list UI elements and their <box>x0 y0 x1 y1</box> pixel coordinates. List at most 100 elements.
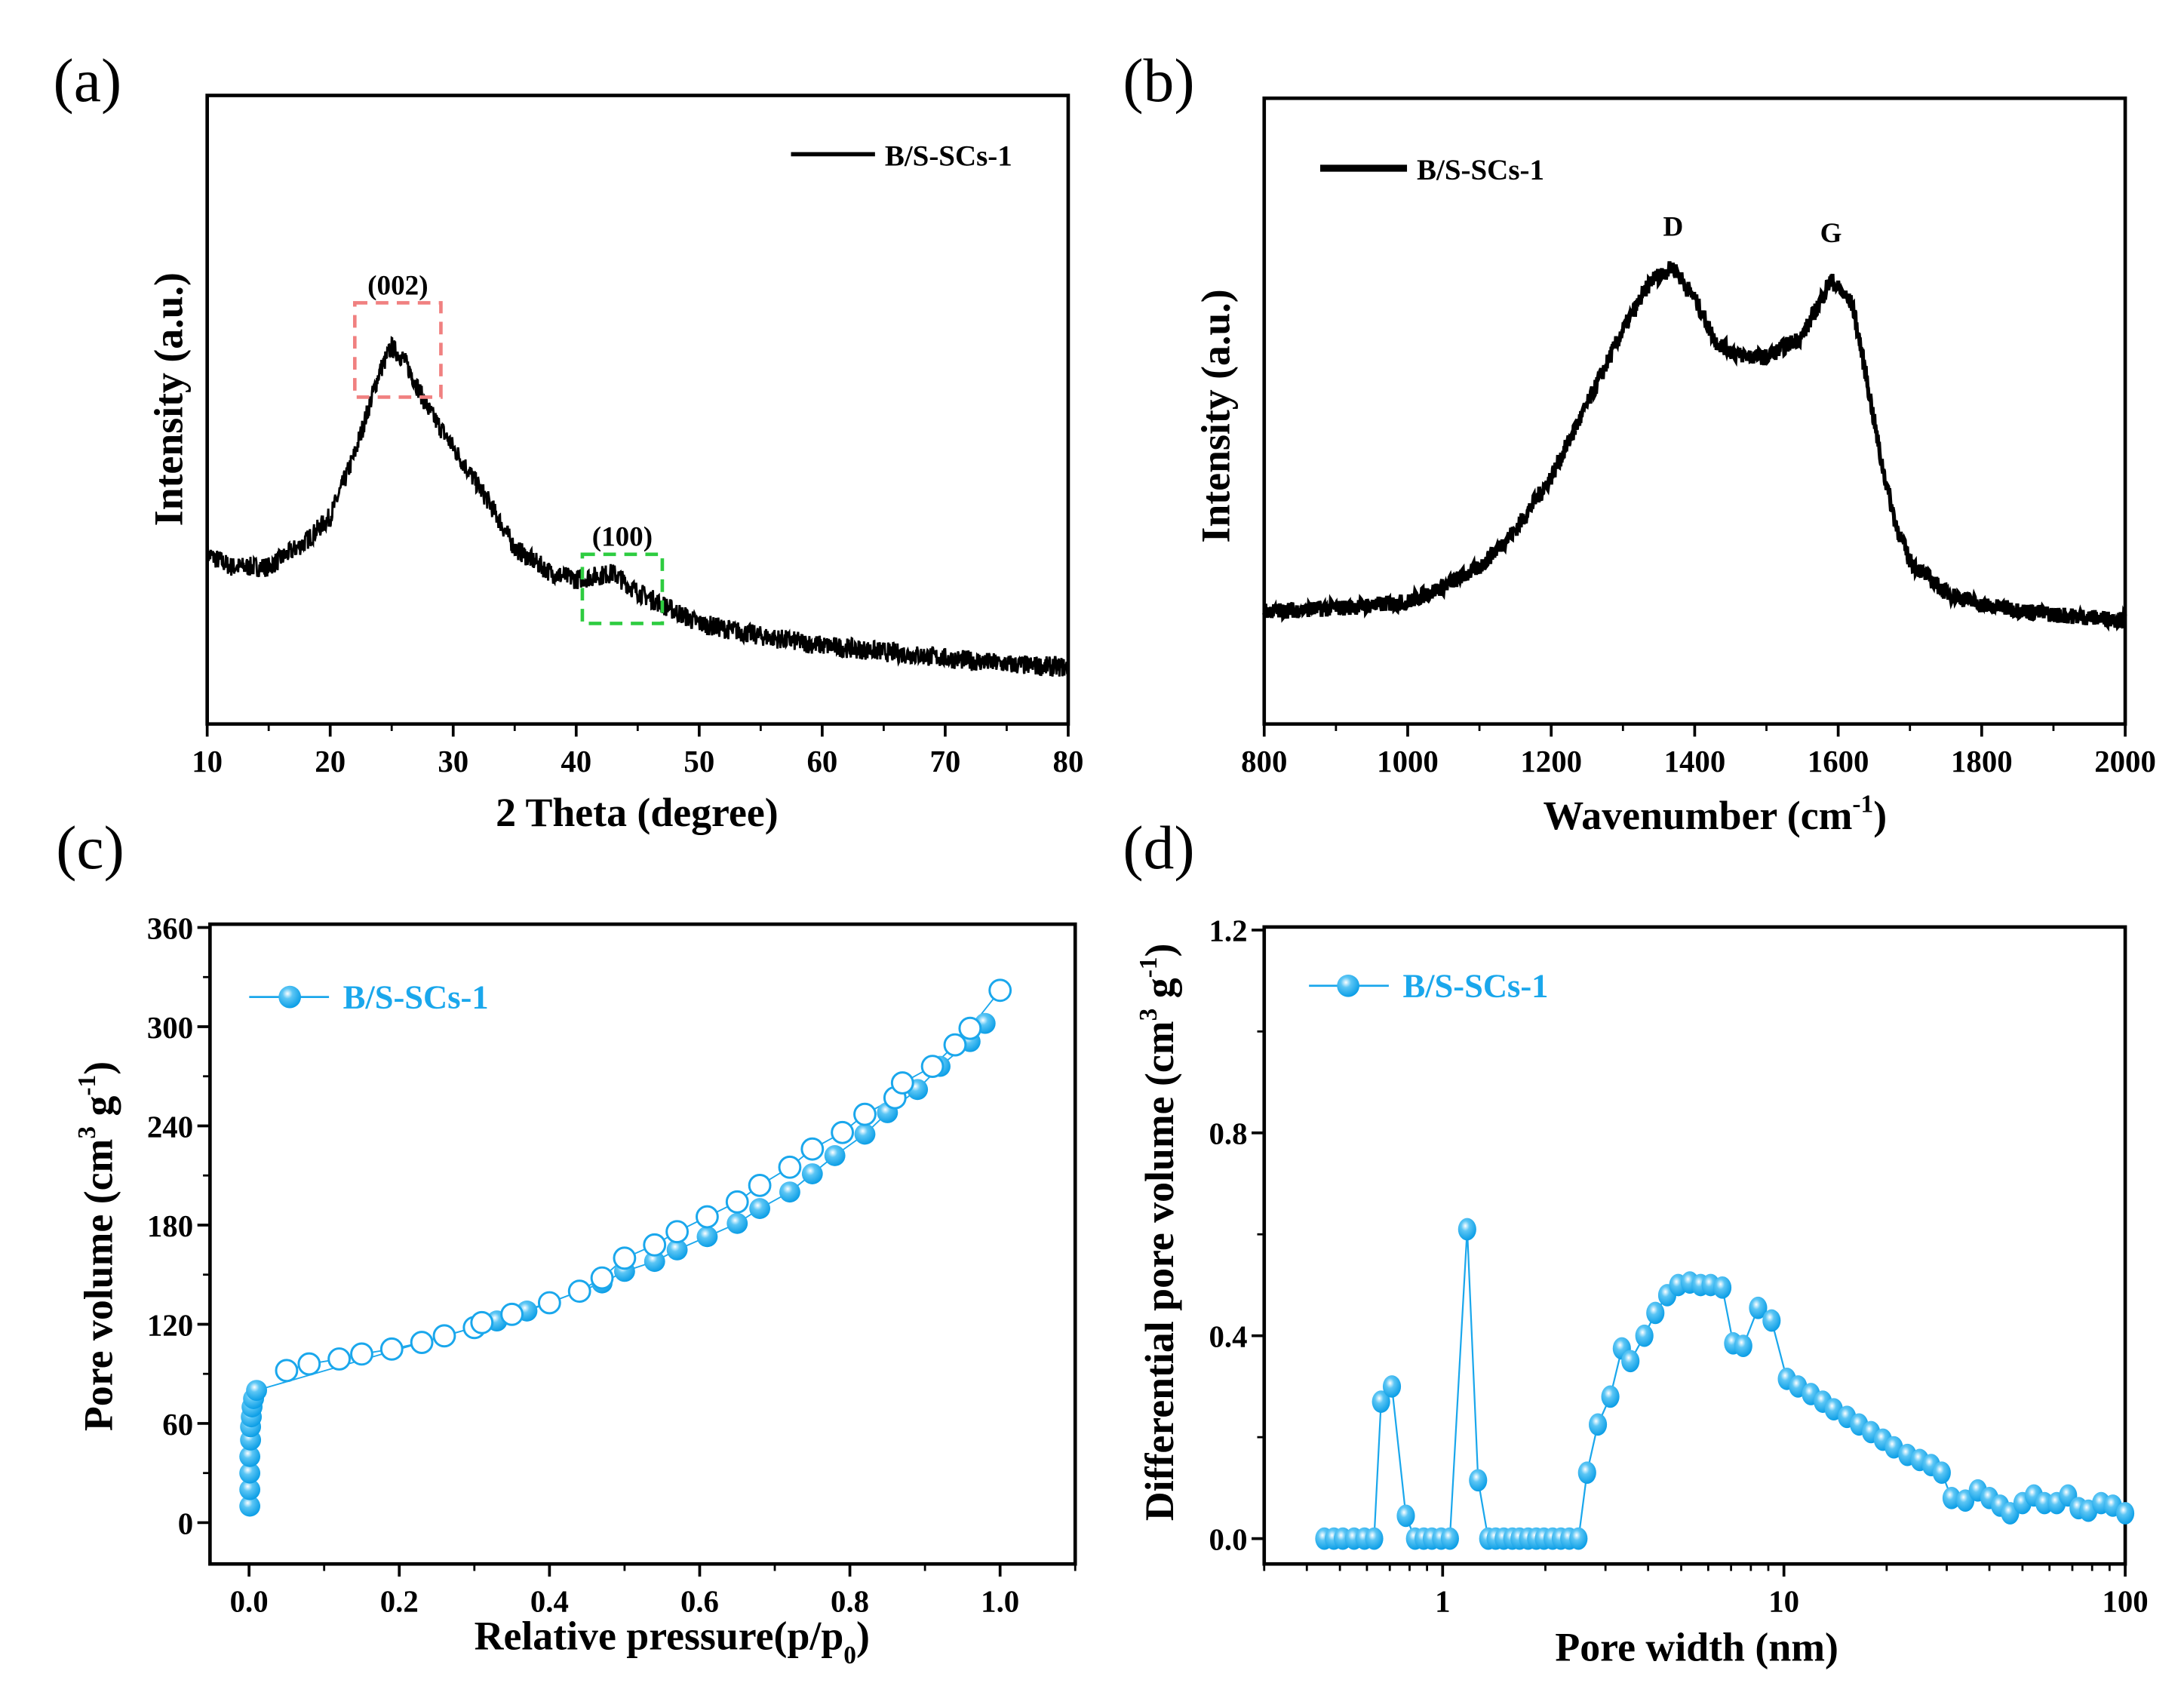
panel-label-b: (b) <box>1123 46 1194 115</box>
data-point <box>1646 1301 1665 1325</box>
annotation-label: (002) <box>367 270 428 301</box>
plot-frame <box>205 94 1070 726</box>
desorption-point <box>958 1016 982 1040</box>
series-line-b-s-scs-1 <box>206 336 1069 677</box>
x-tick-label: 0.2 <box>380 1584 419 1618</box>
panel-b-ylabel: Intensity (a.u.) <box>1193 289 1238 542</box>
panel-c-legend: B/S-SCs-1 <box>249 978 489 1015</box>
y-tick-label: 0.4 <box>1209 1320 1247 1354</box>
adsorption-point <box>239 1495 261 1517</box>
x-tick-label: 1800 <box>1951 745 2013 779</box>
desorption-point <box>853 1102 877 1126</box>
adsorption-point <box>239 1479 261 1500</box>
panel-d-ylabel: Differential pore volume (cm3 g-1) <box>1135 944 1182 1522</box>
y-tick-label: 0 <box>178 1506 193 1540</box>
panel-a-ylabel: Intensity (a.u.) <box>146 272 191 526</box>
x-tick-label: 0.6 <box>680 1584 719 1618</box>
data-point <box>1440 1527 1459 1550</box>
data-point <box>1762 1309 1781 1332</box>
y-tick-label: 300 <box>147 1011 193 1045</box>
series-line-b-s-scs-1 <box>1262 261 2127 632</box>
desorption-point <box>297 1352 321 1376</box>
adsorption-point <box>644 1251 665 1273</box>
x-tick-label: 100 <box>2102 1584 2148 1618</box>
adsorption-point <box>779 1181 800 1203</box>
desorption-point <box>800 1137 825 1161</box>
desorption-point <box>567 1279 591 1304</box>
desorption-point <box>590 1266 614 1290</box>
panel-b-raman: 800 1000 1200 1400 1600 1800 2000 D G <box>1241 96 2156 779</box>
desorption-point <box>988 978 1012 1003</box>
desorption-point <box>890 1071 914 1095</box>
desorption-point <box>379 1337 404 1361</box>
data-point <box>1932 1461 1951 1485</box>
desorption-point <box>778 1155 802 1179</box>
adsorption-point <box>824 1145 846 1166</box>
x-tick-label: 30 <box>438 745 468 779</box>
y-tick-label: 60 <box>162 1408 193 1442</box>
x-tick-label: 20 <box>315 745 346 779</box>
x-tick-label: 1200 <box>1520 745 1582 779</box>
peak-label: G <box>1820 218 1842 249</box>
panel-d-pore-distribution: 1 10 100 0.0 0.4 0.8 1.2 <box>1209 914 2148 1619</box>
desorption-point <box>613 1246 637 1270</box>
desorption-point <box>350 1342 373 1366</box>
plot-frame <box>1262 925 2127 1566</box>
desorption-point <box>327 1347 352 1371</box>
y-tick-label: 0.8 <box>1209 1117 1247 1151</box>
x-tick-label: 2000 <box>2094 745 2156 779</box>
desorption-point <box>537 1291 561 1315</box>
desorption-point <box>665 1220 689 1244</box>
y-tick-label: 180 <box>147 1209 193 1243</box>
data-point <box>1372 1390 1390 1413</box>
y-tick-label: 360 <box>147 911 193 945</box>
x-tick-label: 0.8 <box>831 1584 869 1618</box>
annotation-label: (100) <box>592 522 653 553</box>
y-tick-label: 0.0 <box>1209 1522 1247 1556</box>
data-point <box>1621 1350 1640 1373</box>
data-point <box>2115 1502 2135 1525</box>
peak-label: D <box>1663 212 1683 243</box>
data-point <box>1365 1527 1384 1550</box>
desorption-point <box>748 1173 772 1197</box>
legend-label: B/S-SCs-1 <box>1402 967 1548 1005</box>
panel-b-xlabel: Wavenumber (cm-1) <box>1543 791 1887 838</box>
data-point <box>1942 1486 1961 1509</box>
x-tick-label: 1600 <box>1808 745 1869 779</box>
desorption-point <box>831 1120 855 1144</box>
panel-d-legend: B/S-SCs-1 <box>1309 967 1548 1005</box>
data-point <box>1712 1276 1732 1299</box>
data-point <box>1569 1527 1588 1550</box>
adsorption-point <box>239 1462 261 1484</box>
panel-label-a: (a) <box>54 46 122 115</box>
x-tick-label: 1.0 <box>981 1584 1019 1618</box>
plot-frame <box>1262 96 2127 726</box>
x-tick-label: 70 <box>930 745 961 779</box>
data-point <box>1601 1385 1620 1408</box>
panel-label-c: (c) <box>56 813 124 882</box>
data-point <box>1734 1334 1752 1357</box>
x-tick-label: 10 <box>192 745 223 779</box>
annotation-box <box>352 301 443 399</box>
y-tick-label: 240 <box>147 1110 193 1144</box>
plot-frame <box>208 922 1077 1566</box>
legend-marker <box>1337 974 1359 997</box>
adsorption-point <box>246 1380 268 1402</box>
panel-c-ylabel: Pore volume (cm3 g-1) <box>73 1061 121 1431</box>
panel-c-xlabel: Relative pressure(p/p0) <box>475 1613 870 1669</box>
data-point <box>1588 1413 1608 1436</box>
adsorption-point <box>696 1226 718 1248</box>
data-point <box>1577 1461 1596 1485</box>
y-tick-label: 120 <box>147 1308 193 1342</box>
desorption-point <box>920 1055 945 1079</box>
panel-b-legend: B/S-SCs-1 <box>1319 154 1544 186</box>
legend-label: B/S-SCs-1 <box>885 140 1012 172</box>
x-tick-label: 0.4 <box>530 1584 569 1618</box>
adsorption-point <box>854 1123 876 1145</box>
x-tick-label: 10 <box>1768 1584 1799 1618</box>
data-point <box>1382 1375 1402 1398</box>
data-point <box>1458 1218 1476 1241</box>
desorption-point <box>470 1310 494 1334</box>
x-tick-label: 1000 <box>1377 745 1439 779</box>
adsorption-point <box>801 1163 823 1184</box>
